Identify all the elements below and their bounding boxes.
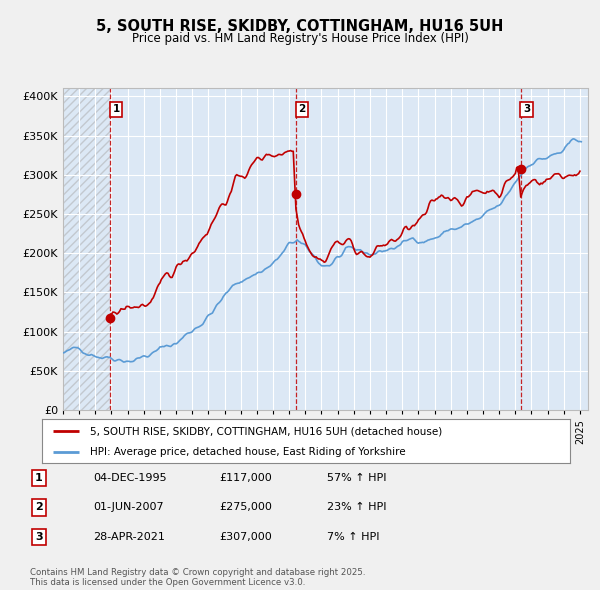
Text: Contains HM Land Registry data © Crown copyright and database right 2025.
This d: Contains HM Land Registry data © Crown c… — [30, 568, 365, 587]
Text: 1: 1 — [35, 473, 43, 483]
Text: 5, SOUTH RISE, SKIDBY, COTTINGHAM, HU16 5UH (detached house): 5, SOUTH RISE, SKIDBY, COTTINGHAM, HU16 … — [89, 427, 442, 436]
Text: 28-APR-2021: 28-APR-2021 — [93, 532, 165, 542]
Text: HPI: Average price, detached house, East Riding of Yorkshire: HPI: Average price, detached house, East… — [89, 447, 405, 457]
Text: 2: 2 — [298, 104, 305, 114]
Text: 2: 2 — [35, 503, 43, 512]
Text: 57% ↑ HPI: 57% ↑ HPI — [327, 473, 386, 483]
Text: 3: 3 — [523, 104, 530, 114]
Text: 5, SOUTH RISE, SKIDBY, COTTINGHAM, HU16 5UH: 5, SOUTH RISE, SKIDBY, COTTINGHAM, HU16 … — [97, 19, 503, 34]
Text: 01-JUN-2007: 01-JUN-2007 — [93, 503, 164, 512]
Text: Price paid vs. HM Land Registry's House Price Index (HPI): Price paid vs. HM Land Registry's House … — [131, 32, 469, 45]
Text: 23% ↑ HPI: 23% ↑ HPI — [327, 503, 386, 512]
Text: 7% ↑ HPI: 7% ↑ HPI — [327, 532, 380, 542]
Text: 1: 1 — [113, 104, 120, 114]
Text: £117,000: £117,000 — [219, 473, 272, 483]
Text: 04-DEC-1995: 04-DEC-1995 — [93, 473, 167, 483]
Text: 3: 3 — [35, 532, 43, 542]
Text: £275,000: £275,000 — [219, 503, 272, 512]
Text: £307,000: £307,000 — [219, 532, 272, 542]
